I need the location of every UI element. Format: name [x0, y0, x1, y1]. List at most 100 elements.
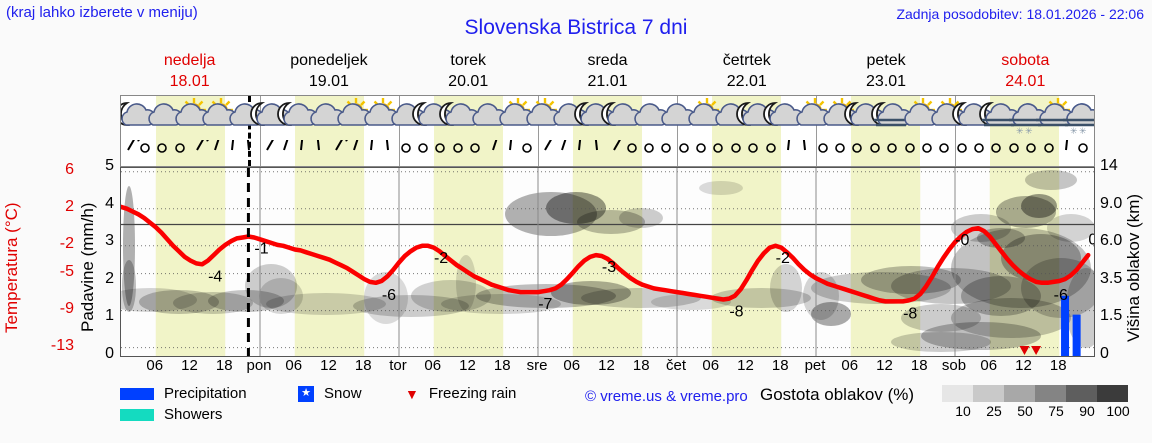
wind-barb — [728, 140, 744, 161]
wind-barb — [398, 140, 414, 161]
time-tick-label: 06 — [563, 357, 581, 374]
temperature-point-label: -3 — [602, 259, 616, 276]
cloud-density-scale-labels: 10 25 50 75 90 100 — [932, 403, 1138, 419]
temperature-tick: -9 — [59, 299, 74, 317]
wind-barb — [902, 140, 918, 161]
temperature-axis-title: Temperatura (°C) — [2, 202, 21, 334]
precipitation-tick: 1 — [105, 307, 114, 325]
cloud-height-tick: 3.5 — [1100, 269, 1123, 287]
cloud-density-level-label: 100 — [1106, 403, 1130, 419]
wind-barb — [988, 140, 1004, 161]
cloud-density-step — [1004, 385, 1035, 402]
day-name: petek — [866, 52, 906, 69]
snow-icon: ★ — [298, 385, 314, 402]
day-name: nedelja — [163, 52, 216, 69]
weather-icon-sun-cloud — [895, 98, 941, 138]
cloud-density-blob — [121, 288, 197, 312]
cloud-density-blob — [770, 264, 802, 312]
wind-barb — [1006, 140, 1022, 161]
day-name: sobota — [1001, 52, 1050, 69]
current-time-marker — [248, 96, 252, 166]
time-tick-label: 12 — [320, 357, 337, 374]
precipitation-axis-title: Padavine (mm/h) — [78, 202, 97, 333]
weather-icon-sun-cloud — [328, 98, 374, 138]
cloud-density-blob — [921, 322, 1041, 350]
copyright-link[interactable]: © vreme.us & vreme.pro — [585, 388, 748, 405]
cloud-density-blob — [441, 294, 561, 314]
svg-text:✳: ✳ — [1016, 126, 1024, 136]
wind-barb — [137, 140, 153, 161]
temperature-point-label: -2 — [776, 250, 790, 267]
freezing-rain-icon: ▼ — [405, 385, 419, 402]
cloud-density-blob — [951, 298, 1071, 338]
wind-barb — [849, 140, 865, 161]
cloud-density-blob — [1047, 214, 1094, 242]
last-update-label: Zadnja posodobitev: 18.01.2026 - 22:06 — [896, 6, 1144, 22]
cloud-density-blob — [139, 290, 219, 314]
cloud-density-blob — [699, 181, 743, 195]
cloud-density-level-label: 25 — [986, 403, 1002, 419]
day-date: 22.01 — [726, 73, 767, 90]
temperature-tick: -5 — [59, 262, 74, 280]
weather-icon-sun-cloud — [787, 98, 833, 138]
legend-precipitation-label: Precipitation — [164, 385, 247, 402]
legend-freezing-rain: ▼ Freezing rain — [405, 385, 516, 402]
day-date: 24.01 — [1005, 73, 1046, 90]
time-tick-label: pet — [804, 357, 826, 374]
cloud-density-blob — [811, 302, 851, 326]
wind-barb — [1041, 140, 1057, 161]
legend-freezing-rain-label: Freezing rain — [428, 385, 517, 402]
cloud-density-blob — [577, 210, 645, 234]
day-date: 23.01 — [866, 73, 907, 90]
temperature-point-label: -7 — [538, 296, 552, 313]
weather-icon-sun-cloud — [490, 98, 536, 138]
cloud-density-blob — [1025, 170, 1077, 190]
precipitation-bar — [1072, 314, 1081, 356]
cloud-density-blob — [411, 280, 491, 312]
legend-snow: ★ Snow — [298, 385, 362, 402]
day-separator — [677, 96, 678, 166]
day-date: 21.01 — [587, 73, 628, 90]
time-tick-label: 06 — [146, 357, 164, 374]
temperature-point-label: 0 — [1088, 231, 1094, 248]
weather-icon-moon-fog — [868, 98, 914, 138]
wind-barb — [676, 140, 692, 161]
wind-barb — [884, 140, 900, 161]
temperature-point-label: -8 — [903, 305, 917, 322]
freezing-rain-marker — [1031, 346, 1042, 355]
day-header-2: torek 20.01 — [399, 50, 538, 94]
cloud-density-step — [1035, 385, 1066, 402]
legend-precipitation: Precipitation — [120, 385, 247, 402]
day-header-1: ponedeljek 19.01 — [259, 50, 398, 94]
temperature-line — [121, 204, 1091, 304]
cloud-density-blob — [259, 278, 303, 314]
wind-barb — [1023, 140, 1039, 161]
time-tick-label: 18 — [1049, 357, 1067, 374]
daylight-band — [711, 168, 782, 356]
day-header-5: petek 23.01 — [816, 50, 955, 94]
legend-showers-label: Showers — [164, 406, 223, 423]
cloud-density-scale — [942, 385, 1128, 402]
cloud-density-blob — [546, 192, 606, 224]
time-tick-label: 06 — [285, 357, 303, 374]
day-name: ponedeljek — [290, 52, 368, 69]
page-title: Slovenska Bistrica 7 dni — [464, 16, 688, 39]
precipitation-bar — [1061, 295, 1070, 356]
precipitation-swatch — [120, 387, 154, 400]
wind-barb — [624, 140, 640, 161]
location-menu-note: (kraj lahko izberete v meniju) — [6, 4, 198, 21]
wind-barb — [1075, 140, 1091, 161]
wind-barb — [936, 140, 952, 161]
time-tick-label: sob — [941, 357, 967, 374]
precipitation-tick: 3 — [105, 232, 114, 250]
time-axis-labels: 06 12 18 pon 06 12 18 tor 06 12 18 sre 06 12 18 čet 06 12… — [120, 357, 1095, 377]
meteogram-plot: -4-1-6-2-7-3-8-2-8-0-60-32-1 — [120, 167, 1095, 357]
cloud-density-level-label: 75 — [1048, 403, 1064, 419]
time-tick-label: 06 — [841, 357, 859, 374]
wind-barb — [641, 140, 657, 161]
time-tick-label: 06 — [702, 357, 720, 374]
day-name: torek — [450, 52, 486, 69]
legend: Precipitation Showers ★ Snow ▼ Freezing … — [120, 383, 1150, 441]
cloud-density-level-label: 50 — [1017, 403, 1033, 419]
time-tick-label: 12 — [181, 357, 198, 374]
